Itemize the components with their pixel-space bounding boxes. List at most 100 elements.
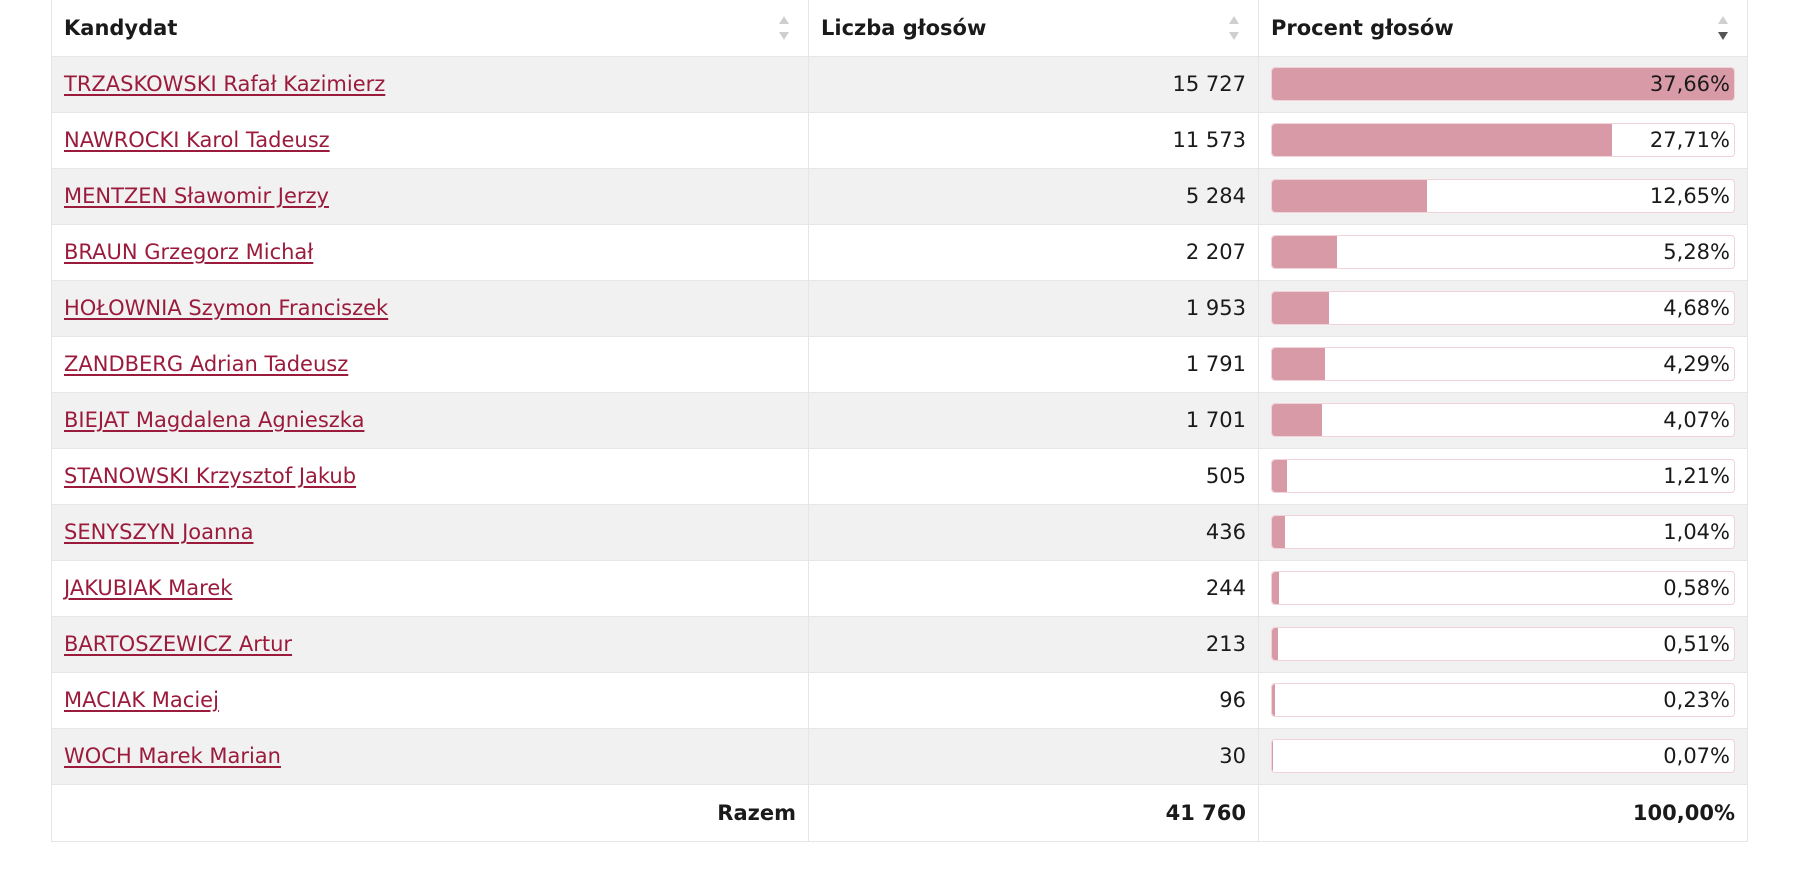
table-row: BIEJAT Magdalena Agnieszka 1 701 4,07% xyxy=(51,391,1748,449)
header-candidate[interactable]: Kandydat xyxy=(51,0,809,57)
candidate-cell: MENTZEN Sławomir Jerzy xyxy=(51,167,809,225)
percent-bar-fill xyxy=(1272,740,1273,772)
table-row: MACIAK Maciej 96 0,23% xyxy=(51,671,1748,729)
candidate-link[interactable]: JAKUBIAK Marek xyxy=(64,576,233,600)
results-table: Kandydat Liczba głosów Procent głosów xyxy=(51,0,1748,842)
table-row: ZANDBERG Adrian Tadeusz 1 791 4,29% xyxy=(51,335,1748,393)
header-votes[interactable]: Liczba głosów xyxy=(808,0,1259,57)
header-percent[interactable]: Procent głosów xyxy=(1258,0,1748,57)
sort-both-icon[interactable] xyxy=(1228,14,1240,42)
candidate-link[interactable]: WOCH Marek Marian xyxy=(64,744,281,768)
table-footer-row: Razem 41 760 100,00% xyxy=(51,783,1748,842)
percent-value: 12,65% xyxy=(1649,184,1730,208)
percent-cell: 1,21% xyxy=(1258,447,1748,505)
percent-bar-fill xyxy=(1272,404,1322,436)
percent-cell: 4,07% xyxy=(1258,391,1748,449)
votes-cell: 96 xyxy=(808,671,1259,729)
percent-bar-fill xyxy=(1272,348,1325,380)
percent-bar: 0,58% xyxy=(1271,571,1735,605)
percent-bar-fill xyxy=(1272,684,1275,716)
table-header-row: Kandydat Liczba głosów Procent głosów xyxy=(51,0,1748,57)
votes-cell: 2 207 xyxy=(808,223,1259,281)
votes-cell: 30 xyxy=(808,727,1259,785)
percent-bar: 1,04% xyxy=(1271,515,1735,549)
table-row: BARTOSZEWICZ Artur 213 0,51% xyxy=(51,615,1748,673)
candidate-link[interactable]: BRAUN Grzegorz Michał xyxy=(64,240,314,264)
table-row: SENYSZYN Joanna 436 1,04% xyxy=(51,503,1748,561)
percent-bar-fill xyxy=(1272,292,1330,324)
votes-cell: 1 701 xyxy=(808,391,1259,449)
candidate-link[interactable]: STANOWSKI Krzysztof Jakub xyxy=(64,464,357,488)
percent-cell: 4,68% xyxy=(1258,279,1748,337)
percent-value: 0,23% xyxy=(1663,688,1730,712)
votes-cell: 15 727 xyxy=(808,55,1259,113)
candidate-cell: MACIAK Maciej xyxy=(51,671,809,729)
candidate-cell: ZANDBERG Adrian Tadeusz xyxy=(51,335,809,393)
votes-cell: 244 xyxy=(808,559,1259,617)
table-row: STANOWSKI Krzysztof Jakub 505 1,21% xyxy=(51,447,1748,505)
percent-cell: 0,51% xyxy=(1258,615,1748,673)
percent-bar: 4,29% xyxy=(1271,347,1735,381)
candidate-cell: HOŁOWNIA Szymon Franciszek xyxy=(51,279,809,337)
percent-cell: 5,28% xyxy=(1258,223,1748,281)
percent-bar-fill xyxy=(1272,236,1337,268)
candidate-link[interactable]: BIEJAT Magdalena Agnieszka xyxy=(64,408,365,432)
percent-cell: 0,23% xyxy=(1258,671,1748,729)
percent-value: 27,71% xyxy=(1649,128,1730,152)
percent-cell: 0,07% xyxy=(1258,727,1748,785)
votes-cell: 505 xyxy=(808,447,1259,505)
percent-cell: 1,04% xyxy=(1258,503,1748,561)
candidate-cell: SENYSZYN Joanna xyxy=(51,503,809,561)
table-row: JAKUBIAK Marek 244 0,58% xyxy=(51,559,1748,617)
votes-cell: 5 284 xyxy=(808,167,1259,225)
candidate-link[interactable]: SENYSZYN Joanna xyxy=(64,520,254,544)
table-row: WOCH Marek Marian 30 0,07% xyxy=(51,727,1748,785)
percent-value: 4,68% xyxy=(1663,296,1730,320)
percent-cell: 0,58% xyxy=(1258,559,1748,617)
votes-cell: 436 xyxy=(808,503,1259,561)
percent-cell: 4,29% xyxy=(1258,335,1748,393)
votes-cell: 213 xyxy=(808,615,1259,673)
candidate-cell: TRZASKOWSKI Rafał Kazimierz xyxy=(51,55,809,113)
table-row: MENTZEN Sławomir Jerzy 5 284 12,65% xyxy=(51,167,1748,225)
percent-value: 4,29% xyxy=(1663,352,1730,376)
candidate-cell: BIEJAT Magdalena Agnieszka xyxy=(51,391,809,449)
percent-bar: 4,68% xyxy=(1271,291,1735,325)
percent-value: 5,28% xyxy=(1663,240,1730,264)
percent-value: 0,07% xyxy=(1663,744,1730,768)
header-candidate-label: Kandydat xyxy=(64,15,178,40)
sort-both-icon[interactable] xyxy=(778,14,790,42)
footer-votes-total: 41 760 xyxy=(808,783,1259,842)
percent-bar: 5,28% xyxy=(1271,235,1735,269)
percent-value: 1,21% xyxy=(1663,464,1730,488)
results-table-body: TRZASKOWSKI Rafał Kazimierz 15 727 37,66% N… xyxy=(51,55,1748,785)
percent-bar-fill xyxy=(1272,460,1287,492)
percent-bar-fill xyxy=(1272,180,1428,212)
percent-bar: 0,23% xyxy=(1271,683,1735,717)
candidate-link[interactable]: MENTZEN Sławomir Jerzy xyxy=(64,184,329,208)
percent-bar-fill xyxy=(1272,124,1612,156)
candidate-cell: BARTOSZEWICZ Artur xyxy=(51,615,809,673)
percent-value: 1,04% xyxy=(1663,520,1730,544)
candidate-cell: STANOWSKI Krzysztof Jakub xyxy=(51,447,809,505)
candidate-link[interactable]: TRZASKOWSKI Rafał Kazimierz xyxy=(64,72,386,96)
candidate-link[interactable]: NAWROCKI Karol Tadeusz xyxy=(64,128,330,152)
candidate-link[interactable]: ZANDBERG Adrian Tadeusz xyxy=(64,352,349,376)
sort-desc-icon[interactable] xyxy=(1717,14,1729,42)
candidate-cell: JAKUBIAK Marek xyxy=(51,559,809,617)
percent-value: 4,07% xyxy=(1663,408,1730,432)
table-row: TRZASKOWSKI Rafał Kazimierz 15 727 37,66% xyxy=(51,55,1748,113)
percent-cell: 37,66% xyxy=(1258,55,1748,113)
header-percent-label: Procent głosów xyxy=(1271,15,1454,40)
candidate-link[interactable]: MACIAK Maciej xyxy=(64,688,219,712)
percent-value: 37,66% xyxy=(1649,72,1730,96)
header-votes-label: Liczba głosów xyxy=(821,15,987,40)
percent-cell: 27,71% xyxy=(1258,111,1748,169)
percent-cell: 12,65% xyxy=(1258,167,1748,225)
footer-percent-total: 100,00% xyxy=(1258,783,1748,842)
candidate-link[interactable]: BARTOSZEWICZ Artur xyxy=(64,632,293,656)
candidate-link[interactable]: HOŁOWNIA Szymon Franciszek xyxy=(64,296,389,320)
candidate-cell: BRAUN Grzegorz Michał xyxy=(51,223,809,281)
percent-bar-fill xyxy=(1272,628,1279,660)
table-row: HOŁOWNIA Szymon Franciszek 1 953 4,68% xyxy=(51,279,1748,337)
